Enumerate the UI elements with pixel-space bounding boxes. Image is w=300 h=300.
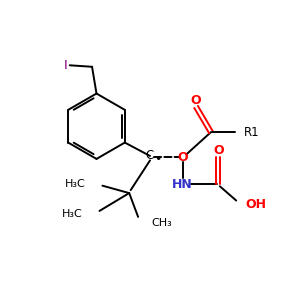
Text: O: O — [191, 94, 201, 107]
Text: R1: R1 — [244, 126, 259, 139]
Text: OH: OH — [245, 199, 266, 212]
Text: •: • — [154, 153, 162, 166]
Text: O: O — [177, 151, 188, 164]
Text: H₃C: H₃C — [62, 209, 83, 219]
Text: HN: HN — [172, 178, 193, 191]
Text: O: O — [213, 144, 224, 158]
Text: H₃C: H₃C — [65, 179, 86, 189]
Text: CH₃: CH₃ — [152, 218, 172, 228]
Text: I: I — [63, 59, 67, 72]
Text: C: C — [145, 148, 153, 162]
